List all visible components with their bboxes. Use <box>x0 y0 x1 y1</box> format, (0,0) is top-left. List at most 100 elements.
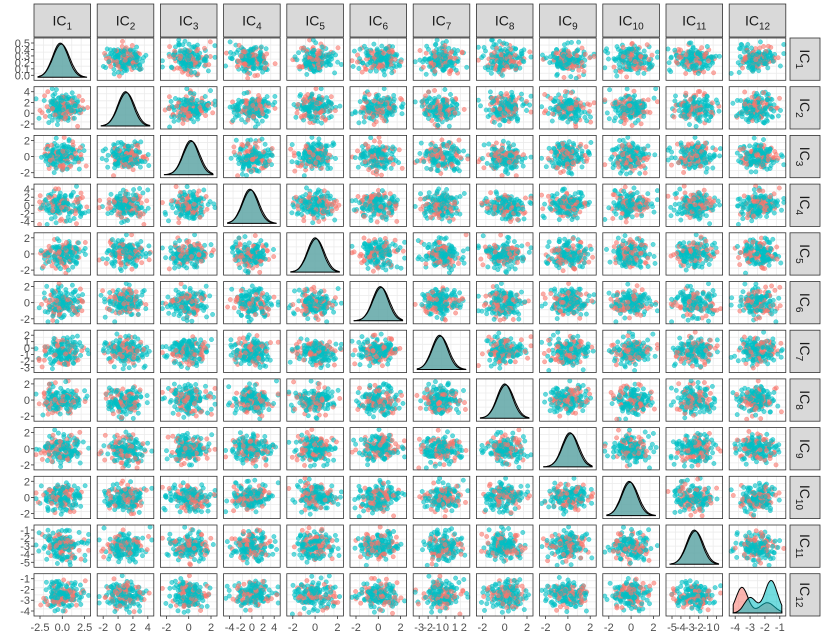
scatter-point <box>134 55 138 59</box>
strip-right-8: IC8 <box>790 379 820 421</box>
scatter-point <box>432 62 436 66</box>
scatter-point <box>335 60 339 64</box>
scatter-point <box>390 66 394 70</box>
scatter-point <box>554 51 558 55</box>
scatter-point <box>418 48 422 52</box>
scatter-point <box>202 46 206 50</box>
scatter-point <box>336 46 340 50</box>
strip-top-8: IC8 <box>476 4 533 37</box>
scatter-point <box>253 66 257 70</box>
scatter-point <box>435 38 439 42</box>
scatter-point <box>555 62 559 66</box>
scatter-point <box>442 68 446 72</box>
scatter-point <box>254 45 258 49</box>
scatter-point <box>301 46 305 50</box>
strip-right-11: IC11 <box>790 525 820 567</box>
scatter-point <box>562 75 566 79</box>
scatter-point <box>259 45 263 49</box>
density-panel-1 <box>34 38 91 80</box>
scatter-point <box>328 55 332 59</box>
scatter-point <box>296 51 300 55</box>
strip-right-5: IC5 <box>790 233 820 275</box>
scatter-point <box>381 51 385 55</box>
strip-top-1: IC1 <box>34 4 91 37</box>
scatter-point <box>223 64 227 68</box>
scatter-point <box>360 70 364 74</box>
scatter-point <box>305 72 309 76</box>
scatter-point <box>116 64 120 68</box>
scatter-panel-1-4 <box>223 38 280 81</box>
scatter-point <box>120 39 124 43</box>
scatter-point <box>172 49 176 53</box>
scatter-point <box>497 66 501 70</box>
scatter-point <box>101 64 105 68</box>
scatter-point <box>113 48 117 52</box>
scatter-point <box>447 46 451 50</box>
scatter-point <box>492 50 496 54</box>
scatter-point <box>562 48 566 52</box>
scatter-panel-1-7 <box>413 38 470 81</box>
scatter-point <box>116 70 120 74</box>
scatter-point <box>365 53 369 57</box>
scatter-point <box>213 44 217 48</box>
scatter-point <box>364 67 368 71</box>
scatter-point <box>540 53 544 57</box>
scatter-point <box>582 69 586 73</box>
scatter-point <box>395 53 399 57</box>
scatter-point <box>480 55 484 59</box>
scatter-point <box>204 55 208 59</box>
strip-right-4: IC4 <box>790 184 820 226</box>
scatter-point <box>374 53 378 57</box>
scatter-point <box>204 59 208 63</box>
scatter-point <box>561 54 565 58</box>
scatter-point <box>588 56 592 60</box>
scatter-point <box>320 45 324 49</box>
scatter-point <box>248 49 252 53</box>
scatter-point <box>374 69 378 73</box>
scatter-point <box>502 41 506 45</box>
scatter-point <box>237 43 241 47</box>
scatter-point <box>160 59 164 63</box>
scatter-point <box>192 44 196 48</box>
scatter-point <box>577 68 581 72</box>
scatter-point <box>320 61 324 65</box>
scatter-point <box>379 57 383 61</box>
scatter-point <box>183 51 187 55</box>
scatter-point <box>614 69 618 73</box>
scatter-point <box>444 64 448 68</box>
scatter-point <box>510 63 514 67</box>
scatter-point <box>113 55 117 59</box>
scatter-point <box>399 60 403 64</box>
strip-top-4: IC4 <box>224 4 281 37</box>
scatter-panel-1-9 <box>540 38 597 81</box>
scatter-point <box>569 74 573 78</box>
scatter-point <box>109 64 113 68</box>
scatter-point <box>384 46 388 50</box>
scatter-point <box>382 73 386 77</box>
scatter-point <box>208 40 212 44</box>
scatter-point <box>443 43 447 47</box>
scatter-point <box>433 54 437 58</box>
scatter-point <box>465 65 469 69</box>
scatter-point <box>115 60 119 64</box>
strip-right-3: IC3 <box>790 135 820 177</box>
scatter-point <box>518 66 522 70</box>
scatter-point <box>232 52 236 56</box>
scatter-point <box>122 53 126 57</box>
scatter-point <box>513 53 517 57</box>
scatter-point <box>437 63 441 67</box>
scatter-point <box>544 56 548 60</box>
scatter-point <box>456 48 460 52</box>
scatter-point <box>615 74 619 78</box>
scatter-point <box>263 66 267 70</box>
scatter-point <box>327 62 331 66</box>
scatter-point <box>486 65 490 69</box>
scatter-point <box>295 58 299 62</box>
scatter-point <box>562 43 566 47</box>
scatter-point <box>361 61 365 65</box>
scatter-point <box>183 39 187 43</box>
scatter-point <box>253 53 257 57</box>
scatter-point <box>102 51 106 55</box>
scatter-point <box>555 73 559 77</box>
strip-top-12: IC12 <box>729 4 786 37</box>
